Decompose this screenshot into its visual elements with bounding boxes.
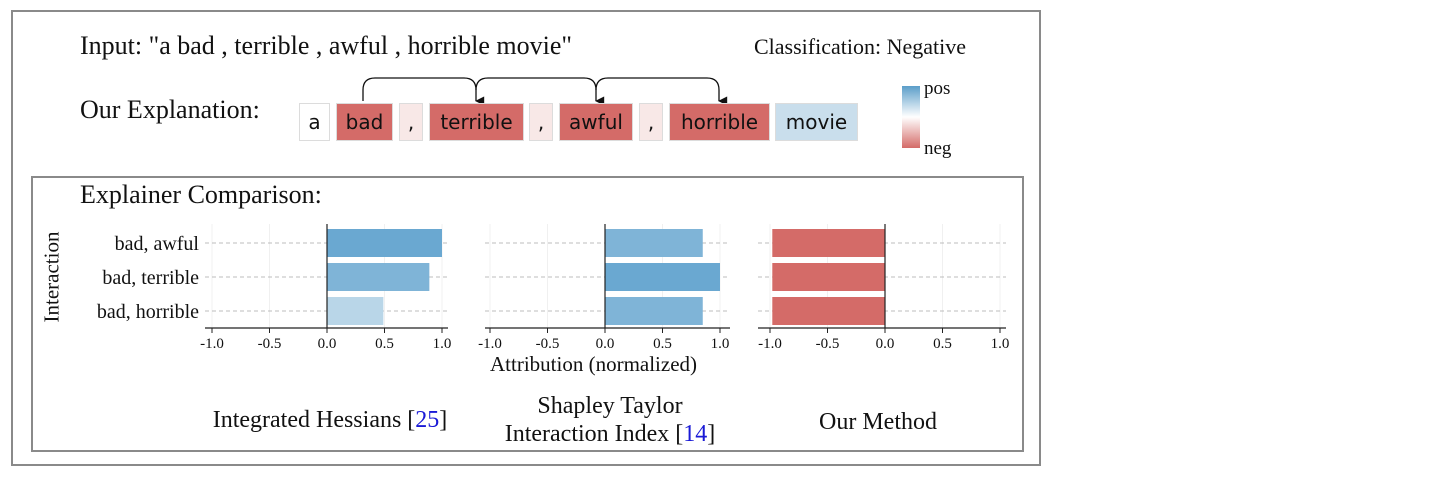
legend-pos-label: pos [924,78,951,99]
method-name-line1: Shapley Taylor [537,393,683,419]
token-horrible: horrible [669,103,770,141]
figure-frame [11,10,1041,466]
x-tick-label: 1.0 [711,336,730,352]
method-name: Our Method [819,409,937,435]
token-movie: movie [775,103,858,141]
token-terrible: terrible [429,103,524,141]
x-tick-label: -1.0 [758,336,782,352]
x-tick-label: 1.0 [433,336,452,352]
explanation-label: Our Explanation: [80,95,260,124]
bar-bad-terrible [327,263,430,291]
legend-neg-label: neg [924,138,952,159]
x-tick-label: 0.0 [318,336,337,352]
x-tick-label: 0.0 [876,336,895,352]
bar-bad-terrible [605,263,720,291]
x-tick-label: 0.5 [933,336,952,352]
x-tick-label: 1.0 [991,336,1010,352]
bar-bad-awful [772,229,885,257]
method-title-our-method: Our Method [738,408,1018,436]
bar-bad-horrible [772,297,885,325]
x-tick-label: -0.5 [816,336,840,352]
bracket-close: ] [707,421,716,447]
bar-bad-awful [327,229,442,257]
token-comma: , [639,103,663,141]
bar-bad-horrible [327,297,384,325]
category-label: bad, horrible [97,301,199,323]
token-comma: , [529,103,553,141]
color-legend-bar [902,86,920,148]
category-label: bad, terrible [102,267,199,289]
x-axis-label: Attribution (normalized) [490,352,698,376]
token-awful: awful [559,103,633,141]
method-name-line2: Interaction Index [ [504,421,684,447]
method-title-integrated-hessians: Integrated Hessians [25] [170,406,490,434]
comparison-title: Explainer Comparison: [80,180,322,209]
x-tick-label: 0.5 [653,336,672,352]
citation-link[interactable]: 25 [415,407,440,433]
x-tick-label: -0.5 [258,336,282,352]
x-tick-label: -1.0 [200,336,224,352]
classification-label: Classification: Negative [754,34,966,59]
token-a: a [299,103,330,141]
bar-bad-awful [605,229,703,257]
x-tick-label: -0.5 [536,336,560,352]
x-tick-label: 0.0 [596,336,615,352]
method-title-shapley-taylor: Shapley Taylor Interaction Index [14] [450,392,770,448]
token-bad: bad [336,103,393,141]
method-name: Integrated Hessians [ [212,407,416,433]
bracket-close: ] [439,407,448,433]
comparison-frame [31,176,1024,452]
category-label: bad, awful [115,233,200,255]
token-comma: , [399,103,423,141]
x-tick-label: -1.0 [478,336,502,352]
bar-bad-terrible [772,263,885,291]
x-tick-label: 0.5 [375,336,394,352]
citation-link[interactable]: 14 [683,421,708,447]
bar-bad-horrible [605,297,703,325]
input-sentence: Input: "a bad , terrible , awful , horri… [80,31,572,60]
